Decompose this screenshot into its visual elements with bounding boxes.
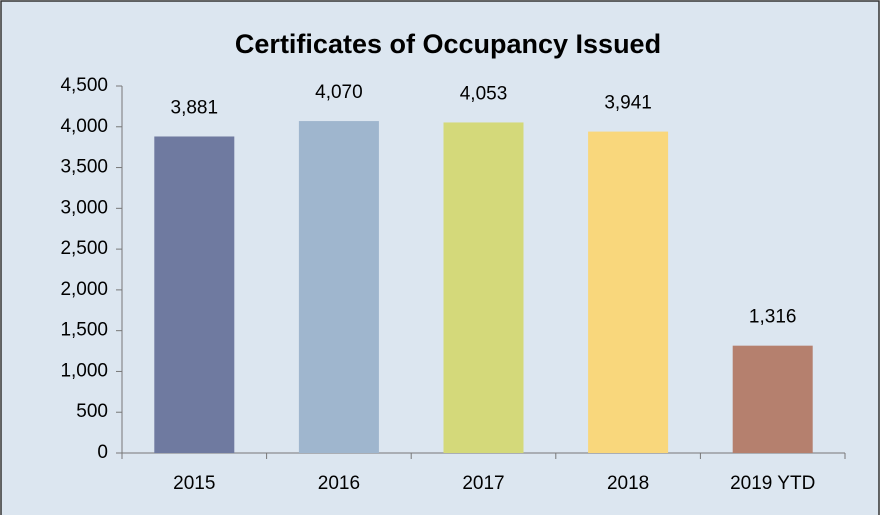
x-tick-label: 2016 — [318, 473, 360, 494]
x-tick-label: 2018 — [607, 473, 649, 494]
bar — [732, 345, 813, 453]
data-label: 3,941 — [604, 93, 652, 114]
x-tick-label: 2015 — [173, 473, 215, 494]
y-tick-label: 2,500 — [60, 238, 108, 259]
data-label: 3,881 — [171, 97, 219, 118]
chart-title: Certificates of Occupancy Issued — [235, 29, 661, 59]
data-label: 4,053 — [460, 83, 508, 104]
data-label: 4,070 — [315, 82, 363, 103]
y-tick-label: 2,000 — [60, 279, 108, 300]
y-tick-label: 3,000 — [60, 197, 108, 218]
y-tick-label: 1,500 — [60, 320, 108, 341]
y-tick-label: 4,000 — [60, 116, 108, 137]
bar — [443, 122, 524, 454]
x-tick-label: 2019 YTD — [730, 473, 815, 494]
bar — [298, 121, 379, 454]
x-tick-label: 2017 — [462, 473, 504, 494]
bar — [588, 131, 669, 454]
y-tick-label: 4,500 — [60, 75, 108, 96]
y-tick-label: 3,500 — [60, 157, 108, 178]
y-tick-label: 500 — [76, 401, 108, 422]
y-tick-label: 1,000 — [60, 360, 108, 381]
data-label: 1,316 — [749, 307, 797, 328]
bar — [154, 136, 235, 453]
y-tick-label: 0 — [97, 442, 108, 463]
